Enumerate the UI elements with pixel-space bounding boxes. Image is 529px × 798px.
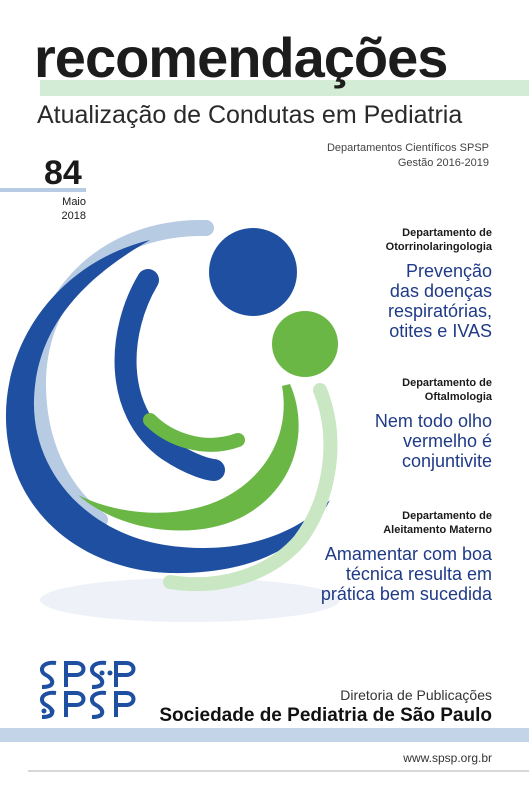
logo-p2-top — [114, 661, 136, 687]
headline-line: Prevenção — [405, 260, 492, 281]
departments-line: Departamentos Científicos SPSP — [326, 142, 489, 154]
child-head — [272, 311, 338, 377]
topic-headline: Prevenção das doenças respiratórias, oti… — [386, 261, 492, 342]
department-name: Aleitamento Materno — [383, 523, 492, 536]
headline-line: das doenças — [389, 280, 492, 301]
department-prefix: Departamento de — [402, 510, 492, 522]
headline-line: Nem todo olho — [374, 410, 492, 431]
topic-headline: Nem todo olho vermelho é conjuntivite — [375, 411, 492, 472]
headline-line: técnica resulta em — [345, 563, 492, 584]
department-name: Oftalmologia — [424, 390, 492, 403]
department-prefix: Departamento de — [402, 227, 492, 239]
website-link[interactable]: www.spsp.org.br — [403, 751, 492, 765]
footer-band — [0, 728, 529, 742]
headline-line: conjuntivite — [401, 451, 492, 472]
headline-line: otites e IVAS — [389, 321, 492, 342]
topic-department: Departamento de Otorrinolaringologia — [386, 227, 492, 255]
issue-year: 2018 — [61, 210, 86, 223]
publication-subtitle: Atualização de Condutas em Pediatria — [37, 101, 463, 129]
headline-line: respiratórias, — [387, 301, 492, 322]
mother-head — [209, 228, 297, 316]
publication-title: recomendações — [34, 26, 448, 89]
issue-month: Maio — [62, 196, 86, 208]
blue-arm — [114, 269, 225, 481]
logo-s2-bottom — [89, 690, 107, 719]
green-crescent — [78, 384, 299, 531]
issue-date: Maio 2018 — [42, 195, 86, 224]
illustration-reflection — [40, 578, 340, 622]
department-name: Otorrinolaringologia — [385, 240, 492, 253]
topic-aleitamento: Departamento de Aleitamento Materno Amam… — [321, 510, 492, 604]
logo-p1-bottom — [64, 691, 86, 717]
logo-s2-top — [89, 660, 107, 689]
headline-line: Amamentar com boa — [324, 543, 492, 564]
logo-s1-top — [39, 660, 57, 689]
logo-p2-bottom — [114, 691, 136, 717]
topic-oftalmologia: Departamento de Oftalmologia Nem todo ol… — [375, 377, 492, 471]
headline-line: vermelho é — [402, 430, 492, 451]
light-green-arc — [163, 383, 338, 592]
logo-s1-bottom — [39, 690, 57, 719]
title-accent-stripe — [40, 80, 529, 96]
logo-p1-top — [64, 661, 86, 687]
department-prefix: Departamento de — [402, 377, 492, 389]
publications-directorate: Diretoria de Publicações — [340, 687, 492, 703]
management-period: Gestão 2016-2019 — [397, 156, 489, 169]
green-arm — [143, 413, 245, 452]
society-name: Sociedade de Pediatria de São Paulo — [159, 705, 492, 726]
topic-department: Departamento de Aleitamento Materno — [321, 510, 492, 538]
mother-child-illustration — [5, 220, 340, 622]
topic-headline: Amamentar com boa técnica resulta em prá… — [321, 544, 492, 605]
spsp-logo — [34, 657, 138, 723]
issue-rule — [0, 188, 86, 192]
light-blue-arc — [29, 220, 214, 528]
topic-department: Departamento de Oftalmologia — [375, 377, 492, 405]
headline-line: prática bem sucedida — [320, 584, 492, 605]
bottom-divider — [28, 770, 529, 772]
scientific-departments-note: Departamentos Científicos SPSP Gestão 20… — [327, 141, 489, 171]
issue-number: 84 — [44, 154, 82, 192]
topic-otorrino: Departamento de Otorrinolaringologia Pre… — [386, 227, 492, 342]
